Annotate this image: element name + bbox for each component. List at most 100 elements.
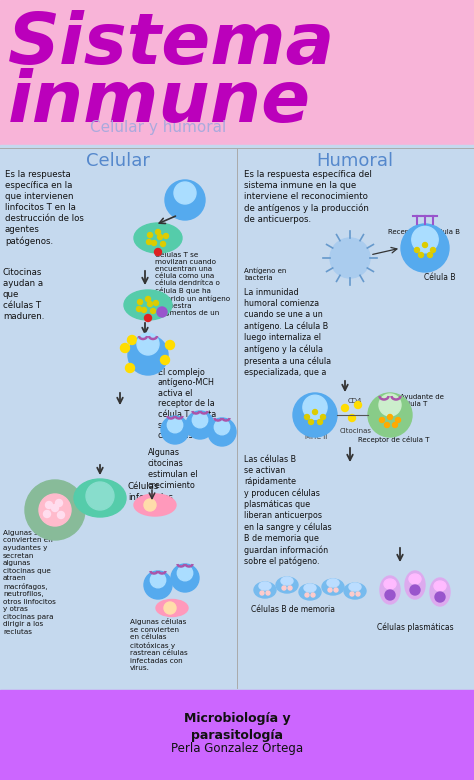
Circle shape (330, 238, 370, 278)
Circle shape (128, 335, 168, 375)
Ellipse shape (344, 583, 366, 599)
Circle shape (320, 414, 326, 420)
Circle shape (419, 253, 423, 257)
Text: Receptor de célula T: Receptor de célula T (358, 436, 429, 443)
Circle shape (142, 307, 146, 313)
Circle shape (293, 393, 337, 437)
Circle shape (25, 480, 85, 540)
Ellipse shape (74, 479, 126, 517)
Circle shape (137, 333, 159, 355)
Text: Células T se
movilzan cuando
encuentran una
célula como una
célula dendrítca o
c: Células T se movilzan cuando encuentran … (155, 252, 230, 316)
Circle shape (214, 420, 230, 434)
Text: Células plasmáticas: Células plasmáticas (377, 622, 453, 632)
Circle shape (171, 564, 199, 592)
Text: Humoral: Humoral (317, 152, 393, 170)
Circle shape (177, 566, 193, 581)
Text: CD4: CD4 (348, 398, 363, 404)
Circle shape (150, 573, 166, 588)
Circle shape (120, 343, 129, 353)
Circle shape (86, 482, 114, 510)
Circle shape (157, 307, 167, 317)
Ellipse shape (430, 578, 450, 606)
Text: Sistema: Sistema (8, 10, 335, 79)
Circle shape (146, 296, 151, 302)
Circle shape (428, 253, 432, 257)
Circle shape (57, 512, 64, 519)
Circle shape (341, 405, 348, 412)
Ellipse shape (124, 290, 172, 320)
Ellipse shape (299, 584, 321, 600)
Ellipse shape (327, 579, 339, 587)
Circle shape (288, 586, 292, 590)
Circle shape (167, 417, 182, 433)
Circle shape (155, 249, 162, 256)
Circle shape (137, 300, 143, 304)
Ellipse shape (349, 583, 361, 591)
Circle shape (348, 414, 356, 421)
Text: Las células B
se activan
rápidamente
y producen células
plasmáticas que
liberan : Las células B se activan rápidamente y p… (244, 455, 332, 566)
Circle shape (126, 363, 135, 373)
Ellipse shape (276, 577, 298, 593)
Circle shape (147, 302, 153, 307)
Text: Es la respuesta específica del
sistema inmune en la que
interviene el reconocimi: Es la respuesta específica del sistema i… (244, 170, 372, 224)
Circle shape (312, 410, 318, 414)
Ellipse shape (322, 579, 344, 595)
Ellipse shape (156, 600, 188, 616)
Circle shape (435, 592, 445, 602)
Text: Microbiología y
parasitología: Microbiología y parasitología (184, 712, 290, 742)
Circle shape (154, 300, 158, 306)
Bar (0, 145, 474, 690)
Circle shape (395, 417, 401, 423)
Text: Antígeno en
bacteria: Antígeno en bacteria (244, 268, 286, 282)
Text: El complejo
antígeno-MCH
activa el
receptor de la
célula T y esta
secreta secret: El complejo antígeno-MCH activa el recep… (158, 368, 220, 440)
Circle shape (155, 229, 161, 235)
Circle shape (146, 239, 152, 244)
Circle shape (412, 226, 438, 253)
Circle shape (161, 356, 170, 364)
Circle shape (304, 414, 310, 420)
Circle shape (380, 417, 384, 423)
Circle shape (55, 499, 63, 506)
Text: Células B de memoria: Células B de memoria (251, 605, 335, 614)
Circle shape (164, 233, 168, 239)
Circle shape (128, 335, 137, 345)
Circle shape (39, 494, 71, 526)
Circle shape (282, 586, 286, 590)
Circle shape (147, 232, 153, 237)
Circle shape (392, 423, 398, 427)
Text: Ayudante de
célula T: Ayudante de célula T (400, 394, 444, 407)
Ellipse shape (134, 223, 182, 253)
Ellipse shape (134, 494, 176, 516)
Circle shape (52, 505, 58, 512)
Circle shape (305, 593, 309, 597)
Text: Algunas
citocinas
estimulan el
crecimiento: Algunas citocinas estimulan el crecimien… (148, 448, 198, 491)
Circle shape (144, 499, 156, 511)
Bar (0, 0, 474, 145)
Circle shape (137, 307, 142, 311)
Ellipse shape (259, 582, 271, 590)
Circle shape (161, 242, 165, 246)
Circle shape (186, 411, 214, 439)
Text: Receptor de célula B: Receptor de célula B (388, 228, 460, 235)
Bar (0, 690, 474, 780)
Text: Citocinas
ayudan a
que
células T
maduren.: Citocinas ayudan a que células T maduren… (3, 268, 45, 321)
Ellipse shape (384, 579, 396, 589)
Text: Célula B: Célula B (424, 273, 456, 282)
Circle shape (430, 247, 436, 253)
Circle shape (328, 588, 332, 592)
Circle shape (145, 314, 152, 321)
Circle shape (414, 247, 419, 253)
Text: Celular y humoral: Celular y humoral (90, 120, 226, 135)
Circle shape (44, 510, 51, 517)
Ellipse shape (380, 576, 400, 604)
Text: Citocinas: Citocinas (340, 428, 372, 434)
Ellipse shape (405, 571, 425, 599)
Circle shape (401, 224, 449, 272)
Text: Perla Gonzalez Ortega: Perla Gonzalez Ortega (171, 742, 303, 755)
Circle shape (422, 243, 428, 247)
Circle shape (379, 394, 401, 416)
Text: MHC II: MHC II (305, 434, 327, 440)
Circle shape (174, 182, 196, 204)
Text: Es la respuesta
específica en la
que intervienen
linfocitos T en la
destrucción : Es la respuesta específica en la que int… (5, 170, 84, 246)
Circle shape (385, 590, 395, 600)
